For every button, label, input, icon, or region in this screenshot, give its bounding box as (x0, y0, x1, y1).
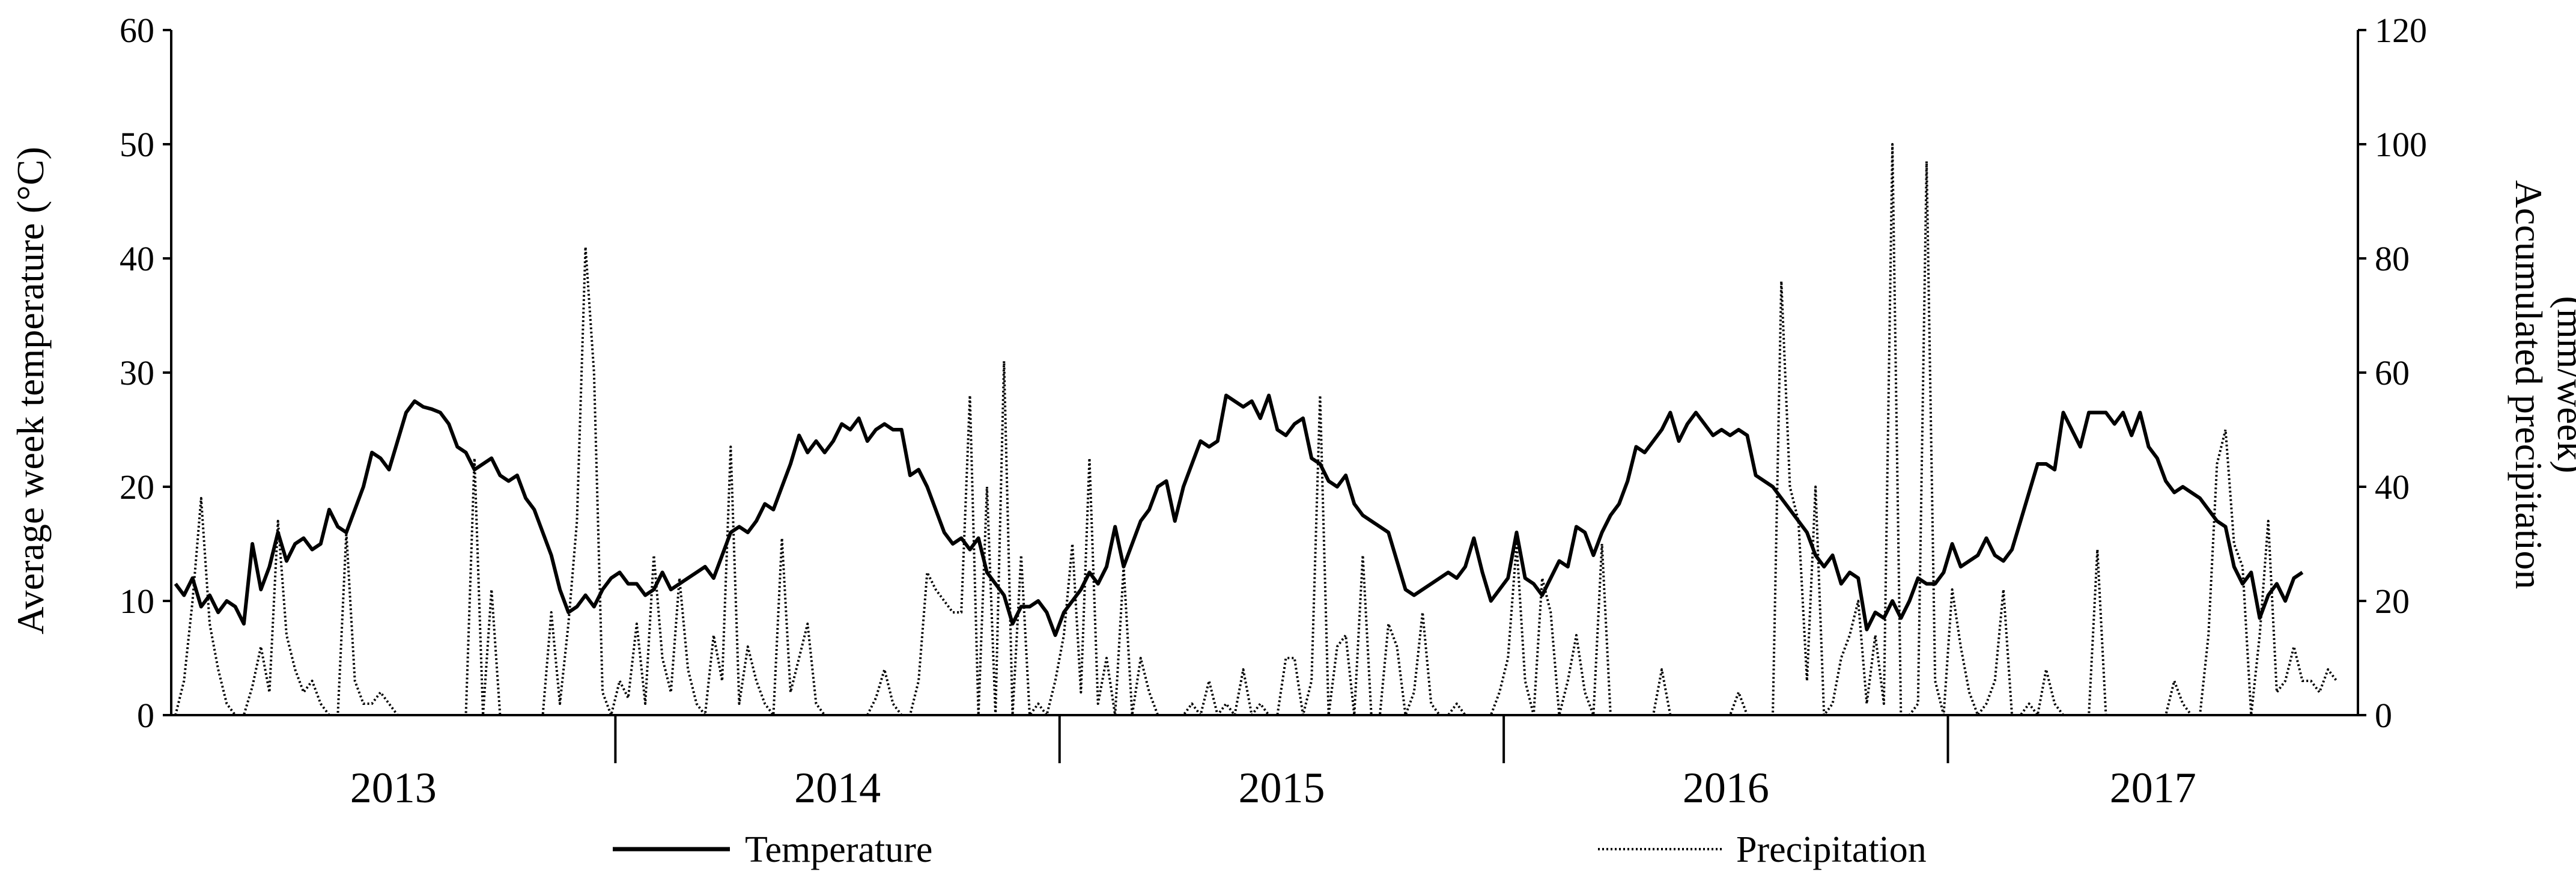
legend-item-precipitation: Precipitation (1598, 829, 1927, 870)
year-label-2015: 2015 (1238, 764, 1325, 812)
precipitation-series-line (174, 143, 2338, 716)
temperature-series-line (174, 394, 2304, 637)
y-right-tick-label: 40 (2375, 468, 2410, 507)
y-left-tick-label: 60 (120, 11, 154, 50)
left-ticks: 0 10 20 30 40 50 60 (120, 11, 171, 735)
legend-label-temperature: Temperature (745, 829, 932, 870)
year-label-2016: 2016 (1683, 764, 1769, 812)
legend-item-temperature: Temperature (613, 829, 932, 870)
y-axis-left-title: Average week temperature (°C) (9, 147, 52, 635)
y-right-tick-label: 20 (2375, 582, 2410, 621)
y-axis-right-title-line1: Accumulated precipitation (2508, 180, 2550, 590)
y-right-tick-label: 60 (2375, 353, 2410, 392)
y-left-tick-label: 40 (120, 239, 154, 278)
y-axis-right-title-line2: (mm/week) (2550, 296, 2576, 474)
y-left-tick-label: 30 (120, 353, 154, 392)
y-left-tick-label: 10 (120, 582, 154, 621)
y-left-tick-label: 50 (120, 125, 154, 164)
legend-label-precipitation: Precipitation (1736, 829, 1927, 870)
y-left-tick-label: 0 (137, 696, 154, 735)
y-left-tick-label: 20 (120, 468, 154, 507)
y-right-tick-label: 120 (2375, 11, 2427, 50)
year-ticks (614, 715, 1949, 763)
year-label-2013: 2013 (350, 764, 437, 812)
legend: Temperature Precipitation (613, 829, 1927, 870)
y-right-tick-label: 80 (2375, 239, 2410, 278)
right-ticks: 0 20 40 60 80 100 120 (2358, 11, 2427, 735)
y-right-tick-label: 0 (2375, 696, 2392, 735)
year-labels: 2013 2014 2015 2016 2017 (350, 764, 2196, 812)
year-label-2014: 2014 (794, 764, 881, 812)
year-label-2017: 2017 (2110, 764, 2196, 812)
y-right-tick-label: 100 (2375, 125, 2427, 164)
